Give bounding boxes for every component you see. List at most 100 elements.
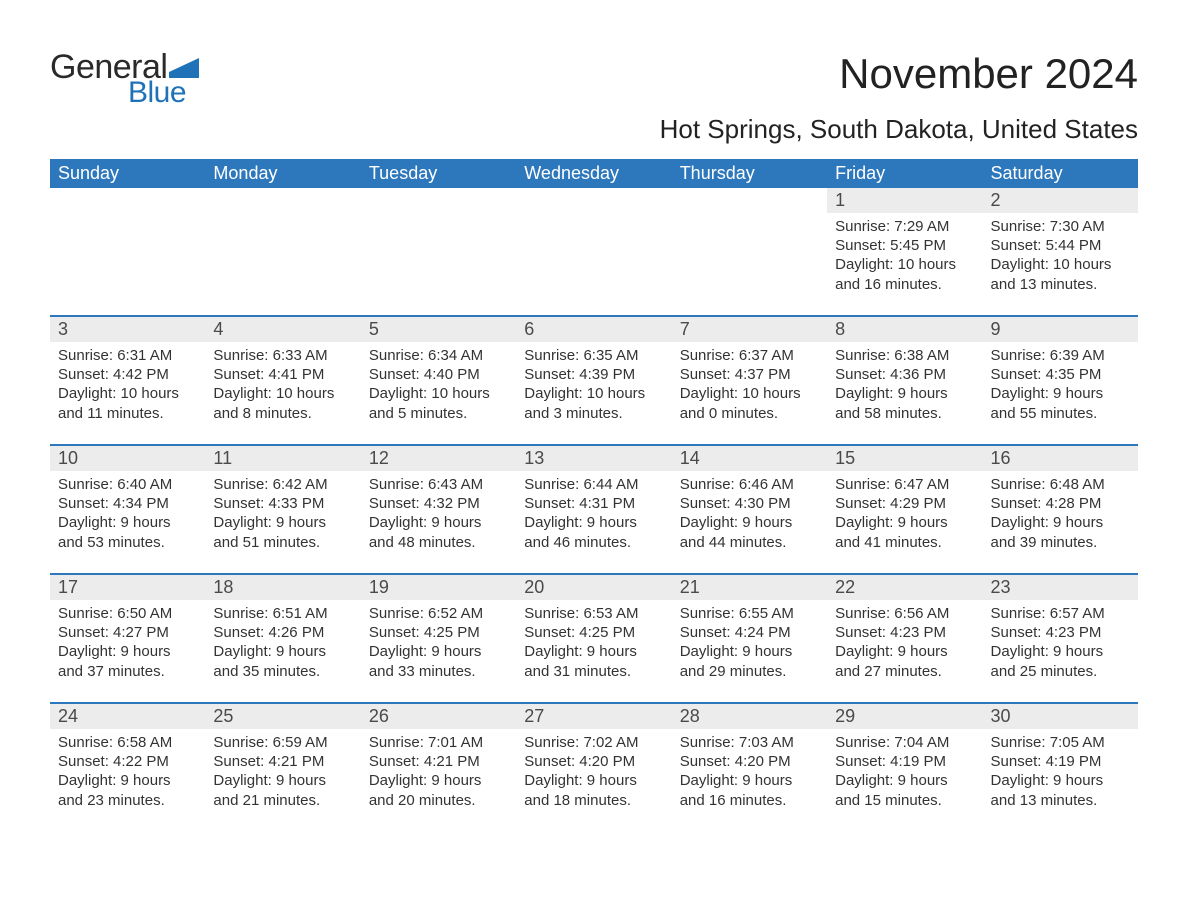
day-number: 24 xyxy=(50,704,205,729)
daylight-line: Daylight: 9 hours and 31 minutes. xyxy=(524,642,663,680)
day-number: 8 xyxy=(827,317,982,342)
daylight-line: Daylight: 9 hours and 16 minutes. xyxy=(680,771,819,809)
sunrise-line: Sunrise: 6:51 AM xyxy=(213,604,352,623)
sunset-line: Sunset: 4:21 PM xyxy=(369,752,508,771)
day-number: 18 xyxy=(205,575,360,600)
sunrise-line: Sunrise: 6:47 AM xyxy=(835,475,974,494)
daylight-line: Daylight: 9 hours and 41 minutes. xyxy=(835,513,974,551)
calendar-day-cell: 24Sunrise: 6:58 AMSunset: 4:22 PMDayligh… xyxy=(50,704,205,832)
daylight-line: Daylight: 9 hours and 37 minutes. xyxy=(58,642,197,680)
day-number: 11 xyxy=(205,446,360,471)
day-number: 13 xyxy=(516,446,671,471)
weekday-header: Wednesday xyxy=(516,159,671,188)
sunrise-line: Sunrise: 7:05 AM xyxy=(991,733,1130,752)
daylight-line: Daylight: 10 hours and 5 minutes. xyxy=(369,384,508,422)
calendar-day-cell: 3Sunrise: 6:31 AMSunset: 4:42 PMDaylight… xyxy=(50,317,205,445)
sunrise-line: Sunrise: 6:58 AM xyxy=(58,733,197,752)
daylight-line: Daylight: 10 hours and 0 minutes. xyxy=(680,384,819,422)
day-number: 29 xyxy=(827,704,982,729)
day-number: 23 xyxy=(983,575,1138,600)
day-number: 21 xyxy=(672,575,827,600)
header: General Blue November 2024 xyxy=(50,50,1138,108)
daylight-line: Daylight: 10 hours and 8 minutes. xyxy=(213,384,352,422)
calendar-day-cell: 26Sunrise: 7:01 AMSunset: 4:21 PMDayligh… xyxy=(361,704,516,832)
weekday-header: Friday xyxy=(827,159,982,188)
calendar-day-cell: 4Sunrise: 6:33 AMSunset: 4:41 PMDaylight… xyxy=(205,317,360,445)
sunrise-line: Sunrise: 6:46 AM xyxy=(680,475,819,494)
day-number: 27 xyxy=(516,704,671,729)
logo-text-blue: Blue xyxy=(128,78,199,108)
calendar-day-cell xyxy=(205,188,360,316)
weekday-header: Thursday xyxy=(672,159,827,188)
day-details: Sunrise: 7:01 AMSunset: 4:21 PMDaylight:… xyxy=(361,729,516,818)
sunset-line: Sunset: 4:19 PM xyxy=(835,752,974,771)
calendar-day-cell: 2Sunrise: 7:30 AMSunset: 5:44 PMDaylight… xyxy=(983,188,1138,316)
calendar-day-cell: 28Sunrise: 7:03 AMSunset: 4:20 PMDayligh… xyxy=(672,704,827,832)
sunrise-line: Sunrise: 6:57 AM xyxy=(991,604,1130,623)
day-details: Sunrise: 7:29 AMSunset: 5:45 PMDaylight:… xyxy=(827,213,982,302)
location-subtitle: Hot Springs, South Dakota, United States xyxy=(50,114,1138,145)
day-details: Sunrise: 6:59 AMSunset: 4:21 PMDaylight:… xyxy=(205,729,360,818)
sunrise-line: Sunrise: 6:42 AM xyxy=(213,475,352,494)
day-details: Sunrise: 6:50 AMSunset: 4:27 PMDaylight:… xyxy=(50,600,205,689)
calendar-day-cell: 14Sunrise: 6:46 AMSunset: 4:30 PMDayligh… xyxy=(672,446,827,574)
weekday-header: Saturday xyxy=(983,159,1138,188)
calendar-day-cell: 12Sunrise: 6:43 AMSunset: 4:32 PMDayligh… xyxy=(361,446,516,574)
day-details: Sunrise: 7:30 AMSunset: 5:44 PMDaylight:… xyxy=(983,213,1138,302)
sunrise-line: Sunrise: 6:35 AM xyxy=(524,346,663,365)
calendar-day-cell: 27Sunrise: 7:02 AMSunset: 4:20 PMDayligh… xyxy=(516,704,671,832)
day-details: Sunrise: 6:43 AMSunset: 4:32 PMDaylight:… xyxy=(361,471,516,560)
sunset-line: Sunset: 4:21 PM xyxy=(213,752,352,771)
calendar-day-cell: 21Sunrise: 6:55 AMSunset: 4:24 PMDayligh… xyxy=(672,575,827,703)
sunrise-line: Sunrise: 7:29 AM xyxy=(835,217,974,236)
calendar-day-cell xyxy=(516,188,671,316)
daylight-line: Daylight: 9 hours and 21 minutes. xyxy=(213,771,352,809)
daylight-line: Daylight: 9 hours and 20 minutes. xyxy=(369,771,508,809)
day-details: Sunrise: 6:55 AMSunset: 4:24 PMDaylight:… xyxy=(672,600,827,689)
calendar-day-cell: 19Sunrise: 6:52 AMSunset: 4:25 PMDayligh… xyxy=(361,575,516,703)
day-details: Sunrise: 6:33 AMSunset: 4:41 PMDaylight:… xyxy=(205,342,360,431)
calendar-day-cell: 13Sunrise: 6:44 AMSunset: 4:31 PMDayligh… xyxy=(516,446,671,574)
day-number: 3 xyxy=(50,317,205,342)
daylight-line: Daylight: 9 hours and 48 minutes. xyxy=(369,513,508,551)
calendar-day-cell: 9Sunrise: 6:39 AMSunset: 4:35 PMDaylight… xyxy=(983,317,1138,445)
day-number: 6 xyxy=(516,317,671,342)
sunset-line: Sunset: 4:32 PM xyxy=(369,494,508,513)
daylight-line: Daylight: 9 hours and 58 minutes. xyxy=(835,384,974,422)
day-number: 30 xyxy=(983,704,1138,729)
sunrise-line: Sunrise: 6:53 AM xyxy=(524,604,663,623)
weekday-header: Monday xyxy=(205,159,360,188)
sunrise-line: Sunrise: 7:01 AM xyxy=(369,733,508,752)
sunset-line: Sunset: 4:23 PM xyxy=(835,623,974,642)
sunset-line: Sunset: 4:33 PM xyxy=(213,494,352,513)
sunrise-line: Sunrise: 6:55 AM xyxy=(680,604,819,623)
sunrise-line: Sunrise: 7:04 AM xyxy=(835,733,974,752)
day-number: 5 xyxy=(361,317,516,342)
day-number: 4 xyxy=(205,317,360,342)
weekday-header: Sunday xyxy=(50,159,205,188)
sunset-line: Sunset: 4:36 PM xyxy=(835,365,974,384)
calendar-day-cell: 15Sunrise: 6:47 AMSunset: 4:29 PMDayligh… xyxy=(827,446,982,574)
day-details: Sunrise: 6:35 AMSunset: 4:39 PMDaylight:… xyxy=(516,342,671,431)
day-details: Sunrise: 6:51 AMSunset: 4:26 PMDaylight:… xyxy=(205,600,360,689)
calendar-day-cell: 29Sunrise: 7:04 AMSunset: 4:19 PMDayligh… xyxy=(827,704,982,832)
calendar-week: 10Sunrise: 6:40 AMSunset: 4:34 PMDayligh… xyxy=(50,446,1138,574)
day-details: Sunrise: 7:02 AMSunset: 4:20 PMDaylight:… xyxy=(516,729,671,818)
daylight-line: Daylight: 9 hours and 55 minutes. xyxy=(991,384,1130,422)
sunset-line: Sunset: 4:29 PM xyxy=(835,494,974,513)
sunrise-line: Sunrise: 7:03 AM xyxy=(680,733,819,752)
calendar-day-cell: 30Sunrise: 7:05 AMSunset: 4:19 PMDayligh… xyxy=(983,704,1138,832)
sunrise-line: Sunrise: 7:30 AM xyxy=(991,217,1130,236)
calendar-day-cell: 23Sunrise: 6:57 AMSunset: 4:23 PMDayligh… xyxy=(983,575,1138,703)
calendar-day-cell: 20Sunrise: 6:53 AMSunset: 4:25 PMDayligh… xyxy=(516,575,671,703)
sunrise-line: Sunrise: 6:37 AM xyxy=(680,346,819,365)
calendar-week: 1Sunrise: 7:29 AMSunset: 5:45 PMDaylight… xyxy=(50,188,1138,316)
day-details: Sunrise: 6:38 AMSunset: 4:36 PMDaylight:… xyxy=(827,342,982,431)
day-details: Sunrise: 7:05 AMSunset: 4:19 PMDaylight:… xyxy=(983,729,1138,818)
day-number: 28 xyxy=(672,704,827,729)
day-details: Sunrise: 6:52 AMSunset: 4:25 PMDaylight:… xyxy=(361,600,516,689)
sunrise-line: Sunrise: 6:44 AM xyxy=(524,475,663,494)
calendar-day-cell: 5Sunrise: 6:34 AMSunset: 4:40 PMDaylight… xyxy=(361,317,516,445)
calendar-day-cell: 22Sunrise: 6:56 AMSunset: 4:23 PMDayligh… xyxy=(827,575,982,703)
sunrise-line: Sunrise: 6:59 AM xyxy=(213,733,352,752)
